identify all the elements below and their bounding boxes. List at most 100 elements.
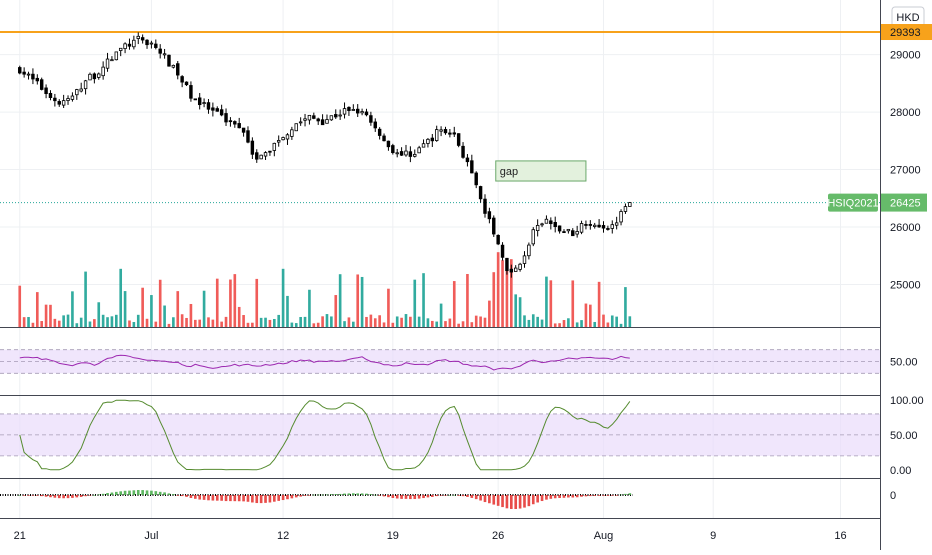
candle-body	[355, 108, 360, 114]
osc-bar	[193, 495, 197, 499]
osc-bar	[615, 495, 618, 496]
volume-bar	[158, 279, 162, 327]
volume-bar	[448, 318, 452, 327]
osc-bar	[413, 495, 417, 500]
candle-body	[48, 92, 53, 99]
volume-bar	[584, 303, 588, 327]
volume-bar	[101, 314, 105, 327]
volume-bar	[312, 323, 316, 327]
osc-bar	[290, 495, 294, 499]
osc-bar	[246, 495, 250, 502]
osc-bar	[277, 495, 281, 501]
candle-body	[465, 157, 470, 163]
candle-body	[263, 152, 268, 157]
candle-body	[329, 115, 334, 121]
time-tick-label: Jul	[144, 530, 158, 542]
osc-bar	[264, 495, 267, 503]
osc-bar	[272, 495, 276, 502]
stoch-tick-label: 50.00	[890, 430, 918, 442]
candle-body	[456, 133, 461, 146]
osc-bar	[602, 495, 605, 496]
osc-bar	[417, 495, 421, 499]
osc-bar	[180, 495, 184, 497]
candle-body	[316, 118, 320, 122]
osc-bar	[259, 495, 263, 504]
candle-body	[53, 97, 57, 102]
gap-box[interactable]	[495, 160, 587, 182]
candle-body	[470, 160, 474, 174]
osc-bar	[251, 495, 254, 503]
volume-bar	[62, 315, 65, 327]
time-tick-label: 19	[387, 530, 399, 542]
volume-bar	[553, 323, 557, 327]
candle-body	[566, 228, 571, 232]
osc-bar	[172, 494, 175, 495]
rsi-tick-label: 50.00	[890, 357, 918, 369]
volume-bar	[255, 278, 259, 327]
time-tick-label: 16	[834, 530, 846, 542]
volume-bar	[53, 318, 57, 327]
volume-bar	[44, 304, 48, 327]
rsi-band	[0, 349, 880, 374]
osc-bar	[501, 495, 504, 508]
volume-bar	[338, 274, 342, 327]
candle-body	[246, 130, 250, 143]
currency-badge[interactable]: HKD	[891, 6, 925, 28]
time-tick-label: 26	[492, 530, 504, 542]
osc-bar	[136, 490, 140, 495]
osc-bar	[321, 494, 324, 496]
osc-bar	[22, 495, 26, 496]
osc-bar	[553, 495, 557, 499]
osc-bar	[185, 495, 188, 497]
volume-bar	[347, 317, 351, 327]
candle-body	[421, 143, 426, 148]
candle-body	[176, 63, 180, 76]
price-axis[interactable]: 29000 28000 27000 26000 25000 50.00 100.00 50.0…	[881, 0, 932, 550]
volume-bar	[356, 274, 360, 327]
volume-bar	[409, 316, 412, 327]
volume-bar	[220, 321, 223, 327]
candle-body	[518, 263, 522, 270]
volume-bar	[395, 316, 399, 327]
volume-bar	[35, 292, 39, 327]
candle-body	[628, 202, 632, 207]
volume-bar	[40, 321, 44, 327]
osc-bar	[330, 494, 333, 495]
osc-bar	[558, 495, 561, 499]
candle-body	[417, 147, 421, 154]
candle-body	[540, 223, 544, 226]
symbol-label: HSIQ2021	[827, 198, 878, 210]
candle-body	[575, 231, 579, 235]
candle-body	[140, 37, 145, 41]
osc-bar	[93, 494, 96, 496]
osc-bar	[444, 495, 447, 496]
osc-bar	[75, 495, 79, 498]
price-tick-label: 28000	[890, 107, 921, 119]
candle-body	[399, 151, 404, 156]
volume-bar	[435, 321, 439, 327]
time-axis[interactable]: 21 Jul 12 19 26 Aug 9 16	[14, 530, 847, 542]
candle-body	[255, 152, 259, 160]
symbol-tag[interactable]: HSIQ2021	[827, 193, 879, 212]
candle-body	[342, 108, 347, 115]
volume-bar	[483, 317, 487, 327]
candle-body	[500, 244, 505, 258]
osc-bar	[597, 495, 601, 496]
candle-body	[364, 111, 369, 116]
osc-bar	[97, 494, 101, 496]
volume-bar	[308, 289, 311, 327]
candle-body	[184, 81, 189, 86]
volume-bar	[562, 320, 566, 327]
candle-body	[219, 109, 224, 116]
osc-bar	[470, 495, 474, 498]
osc-bar	[176, 495, 180, 496]
last-price-label: 26425	[890, 198, 921, 210]
gap-annotation[interactable]: gap	[495, 160, 587, 182]
volume-bar	[281, 268, 285, 327]
volume-bar	[571, 280, 575, 327]
candle-body	[452, 132, 456, 135]
volume-bar	[514, 294, 518, 327]
volume-bar	[496, 252, 500, 327]
osc-bar	[242, 495, 245, 502]
